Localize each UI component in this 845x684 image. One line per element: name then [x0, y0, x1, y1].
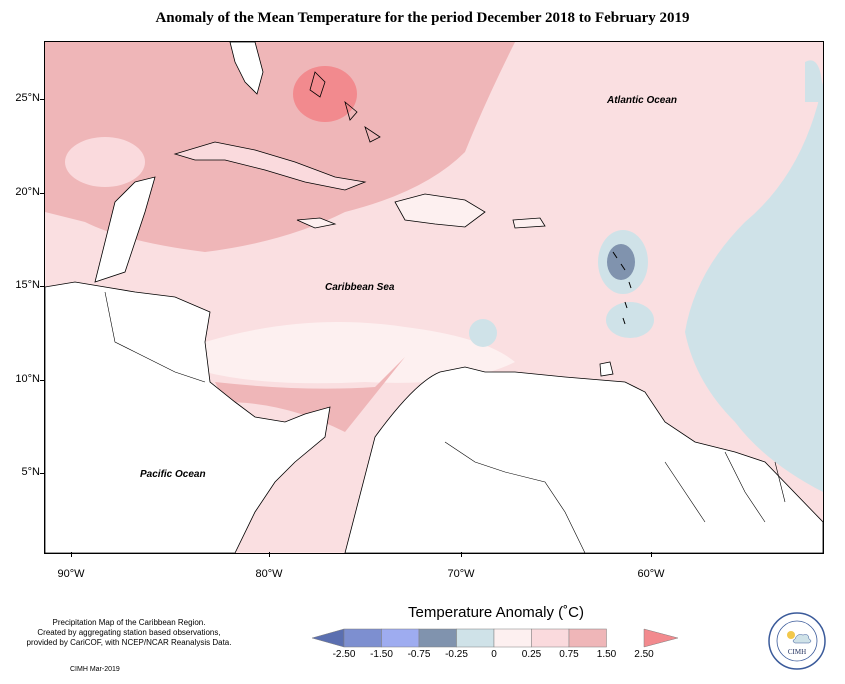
lat-label-20n: 20°N — [15, 186, 40, 198]
legend-swatch — [381, 628, 420, 648]
anomaly-zone-light-yucatan — [65, 137, 145, 187]
legend-swatch — [531, 628, 570, 648]
legend-tick-label: 0 — [491, 649, 497, 660]
lon-label-80w: 80°W — [255, 568, 283, 580]
legend-swatch — [343, 628, 382, 648]
landmass-bahamas — [309, 71, 381, 143]
lat-label-15n: 15°N — [15, 279, 40, 291]
landmass-jamaica — [296, 217, 337, 229]
map-title: Anomaly of the Mean Temperature for the … — [155, 10, 690, 26]
lon-tick-60w — [651, 552, 652, 557]
footnote-line: Created by aggregating station based obs… — [37, 628, 221, 637]
anomaly-zone-warm-coast — [215, 357, 405, 432]
landmass-florida — [229, 42, 264, 95]
anomaly-zone-strong-cold-antilles — [607, 244, 635, 280]
footnote-line: provided by CariCOF, with NCEP/NCAR Rean… — [26, 638, 232, 647]
landmass-yucatan — [94, 176, 156, 283]
legend-swatch — [418, 628, 457, 648]
legend-tick-label: -1.50 — [370, 649, 393, 660]
legend-tick-label: -2.50 — [332, 649, 356, 660]
lat-tick-25n — [40, 99, 45, 100]
legend-color-bar — [312, 628, 679, 648]
legend-tick-label: 1.50 — [596, 649, 617, 660]
anomaly-map: Atlantic Ocean Caribbean Sea Pacific Oce… — [44, 41, 824, 554]
anomaly-zone-warm-bahamas — [293, 66, 357, 122]
map-footnote: Precipitation Map of the Caribbean Regio… — [10, 618, 248, 648]
cimh-logo: CIMH — [768, 612, 826, 670]
legend-swatch — [568, 628, 607, 648]
lon-tick-80w — [269, 552, 270, 557]
legend-tick-label: -0.25 — [445, 649, 468, 660]
legend-swatch — [456, 628, 495, 648]
anomaly-zone-cold-atlantic — [685, 42, 823, 492]
lat-tick-10n — [40, 380, 45, 381]
legend-tick-label: 0.25 — [521, 649, 542, 660]
footnote-line: Precipitation Map of the Caribbean Regio… — [52, 618, 206, 627]
cloud-icon — [792, 634, 812, 644]
lat-label-25n: 25°N — [15, 92, 40, 104]
lat-tick-5n — [40, 473, 45, 474]
landmass-trinidad — [599, 361, 614, 377]
anomaly-zone-cold-barbados — [606, 302, 654, 338]
border-central-america — [104, 291, 206, 383]
landmass-south-america — [344, 366, 823, 553]
anomaly-zone-cold-north — [805, 60, 823, 102]
landmass-hispaniola — [394, 193, 486, 228]
landmass-central-america — [45, 281, 331, 553]
anomaly-zone-light-south-caribbean — [205, 322, 515, 384]
legend-arrow-low — [312, 628, 345, 648]
legend-swatch — [493, 628, 532, 648]
atlantic-ocean-label: Atlantic Ocean — [607, 95, 678, 106]
landmass-puerto-rico — [512, 217, 546, 229]
lat-label-10n: 10°N — [15, 373, 40, 385]
landmass-lesser-antilles — [612, 251, 632, 325]
anomaly-zone-cold-aruba — [469, 319, 497, 347]
lon-label-70w: 70°W — [447, 568, 475, 580]
lon-tick-70w — [461, 552, 462, 557]
legend-title: Temperature Anomaly (˚C) — [408, 604, 584, 621]
pacific-ocean-label: Pacific Ocean — [140, 469, 206, 480]
legend-tick-label: -0.75 — [407, 649, 431, 660]
anomaly-map-canvas — [45, 42, 823, 553]
map-credit: CIMH Mar-2019 — [70, 666, 120, 673]
lat-tick-20n — [40, 193, 45, 194]
caribbean-sea-label: Caribbean Sea — [325, 282, 395, 293]
lat-label-5n: 5°N — [21, 466, 40, 478]
border-guianas — [664, 451, 786, 523]
lat-tick-15n — [40, 286, 45, 287]
logo-text: CIMH — [788, 648, 806, 656]
landmass-cuba — [173, 141, 367, 191]
anomaly-zone-warm-north — [45, 42, 515, 252]
sun-icon — [787, 631, 795, 639]
lon-tick-90w — [71, 552, 72, 557]
legend-tick-label: 2.50 — [634, 649, 654, 660]
lon-label-60w: 60°W — [637, 568, 665, 580]
legend-arrow-high — [643, 628, 679, 648]
border-venezuela-colombia — [444, 441, 586, 553]
lon-label-90w: 90°W — [57, 568, 85, 580]
legend-tick-label: 0.75 — [559, 649, 579, 660]
